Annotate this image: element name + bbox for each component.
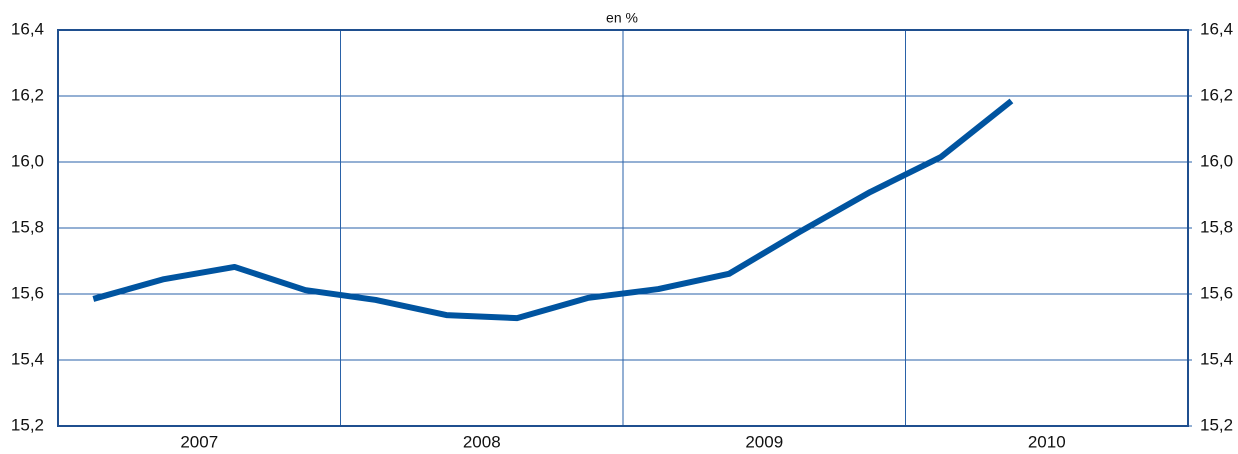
y-tick-label: 15,4	[11, 349, 44, 368]
x-tick-label: 2010	[1028, 432, 1066, 451]
chart-subtitle: en %	[606, 10, 638, 26]
data-line	[92, 98, 1014, 322]
y-tick-label: 15,8	[11, 217, 44, 236]
y-tick-label: 16,0	[11, 151, 44, 170]
y2-tick-label: 16,4	[1200, 19, 1233, 38]
y-tick-label: 16,2	[11, 85, 44, 104]
y2-tick-label: 16,2	[1200, 85, 1233, 104]
y2-tick-label: 15,8	[1200, 217, 1233, 236]
y2-tick-label: 15,4	[1200, 349, 1233, 368]
y-tick-label: 15,6	[11, 283, 44, 302]
x-tick-label: 2009	[745, 432, 783, 451]
y-tick-label: 15,2	[11, 415, 44, 434]
y2-tick-label: 15,2	[1200, 415, 1233, 434]
x-tick-label: 2008	[463, 432, 501, 451]
y-tick-label: 16,4	[11, 19, 44, 38]
y2-tick-label: 15,6	[1200, 283, 1233, 302]
x-tick-label: 2007	[180, 432, 218, 451]
plot-frame	[57, 29, 1189, 427]
y2-tick-label: 16,0	[1200, 151, 1233, 170]
